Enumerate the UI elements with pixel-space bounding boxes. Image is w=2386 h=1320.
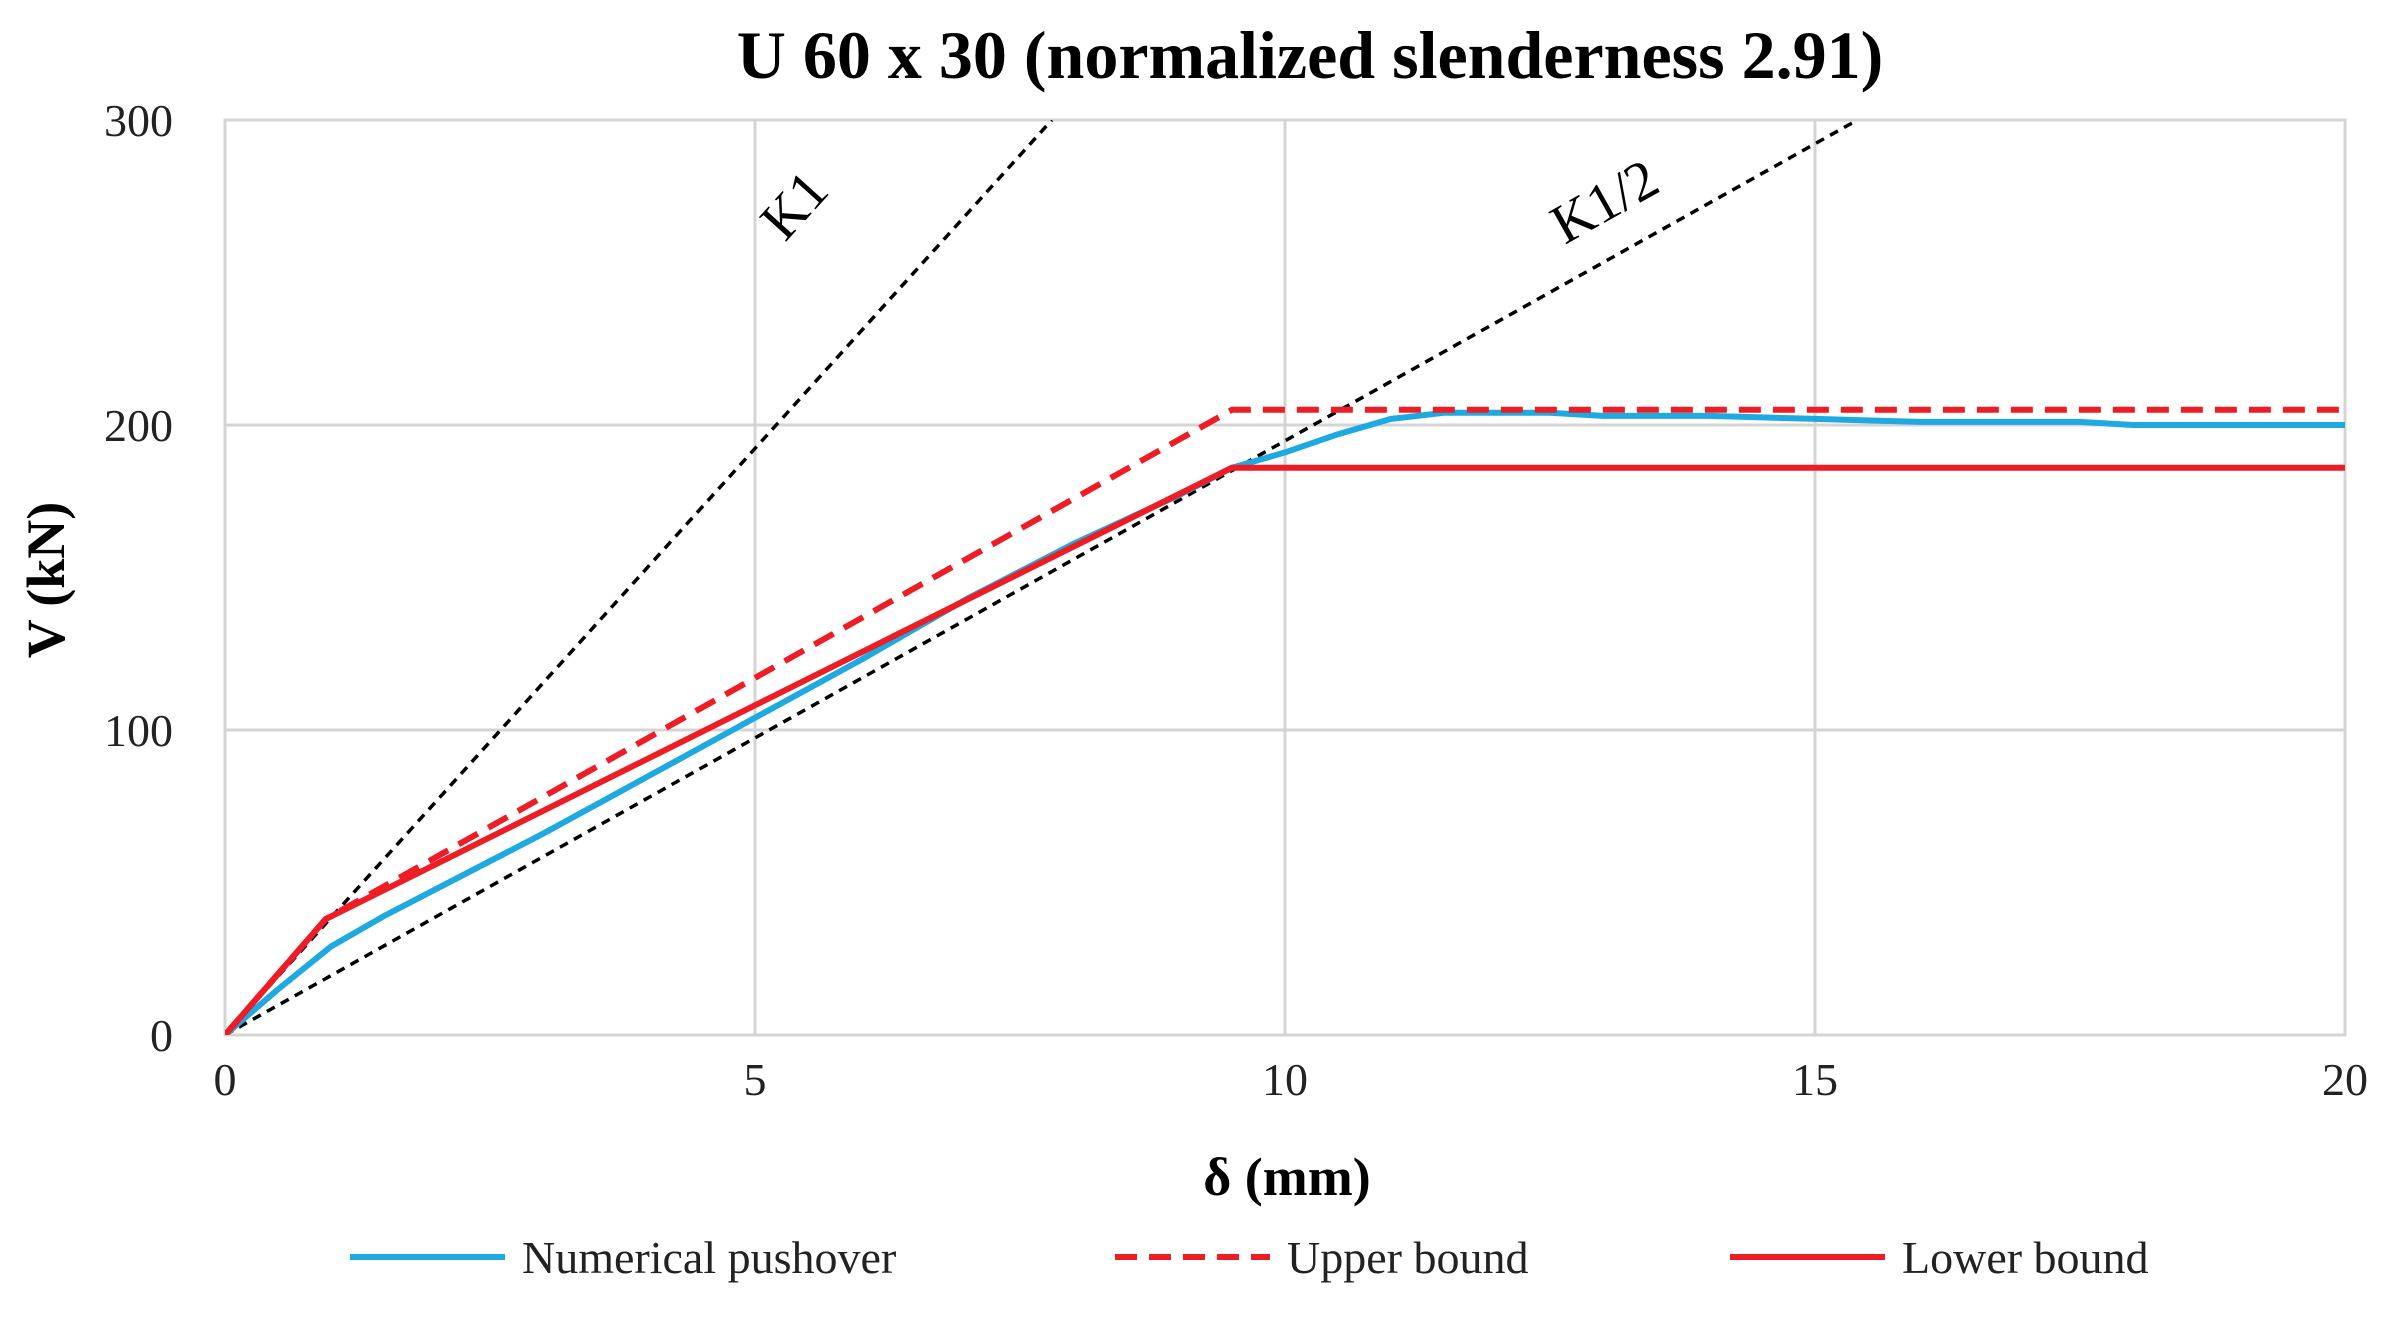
x-tick-label: 0 <box>214 1054 237 1105</box>
series-line-k1-2 <box>225 120 1859 1035</box>
legend-label-lower-bound: Lower bound <box>1902 1232 2149 1283</box>
series-line-upper-bound <box>225 406 2345 1035</box>
x-tick-label: 15 <box>1792 1054 1838 1105</box>
y-tick-label: 0 <box>150 1010 173 1061</box>
legend-label-upper-bound: Upper bound <box>1287 1232 1528 1283</box>
x-tick-label: 5 <box>744 1054 767 1105</box>
series-line-numerical-pushover <box>225 409 2345 1035</box>
legend: Numerical pushover Upper bound Lower bound <box>350 1232 2149 1283</box>
x-tick-label: 10 <box>1262 1054 1308 1105</box>
x-axis-title: δ (mm) <box>1203 1147 1370 1207</box>
y-axis-title: V (kN) <box>16 502 76 659</box>
y-tick-label: 100 <box>104 705 173 756</box>
legend-label-numerical-pushover: Numerical pushover <box>522 1232 896 1283</box>
series-lines <box>225 120 2345 1035</box>
annotation-k1-2: K1/2 <box>1541 147 1669 256</box>
grid <box>223 118 2347 1037</box>
x-tick-label: 20 <box>2322 1054 2368 1105</box>
chart-title: U 60 x 30 (normalized slenderness 2.91) <box>737 17 1883 93</box>
annotation-k1: K1 <box>749 159 841 251</box>
y-tick-label: 300 <box>104 95 173 146</box>
series-line-k1 <box>225 120 1054 1035</box>
annotations: K1 K1/2 <box>749 147 1669 256</box>
y-tick-label: 200 <box>104 400 173 451</box>
plot-frame <box>223 118 2347 1037</box>
